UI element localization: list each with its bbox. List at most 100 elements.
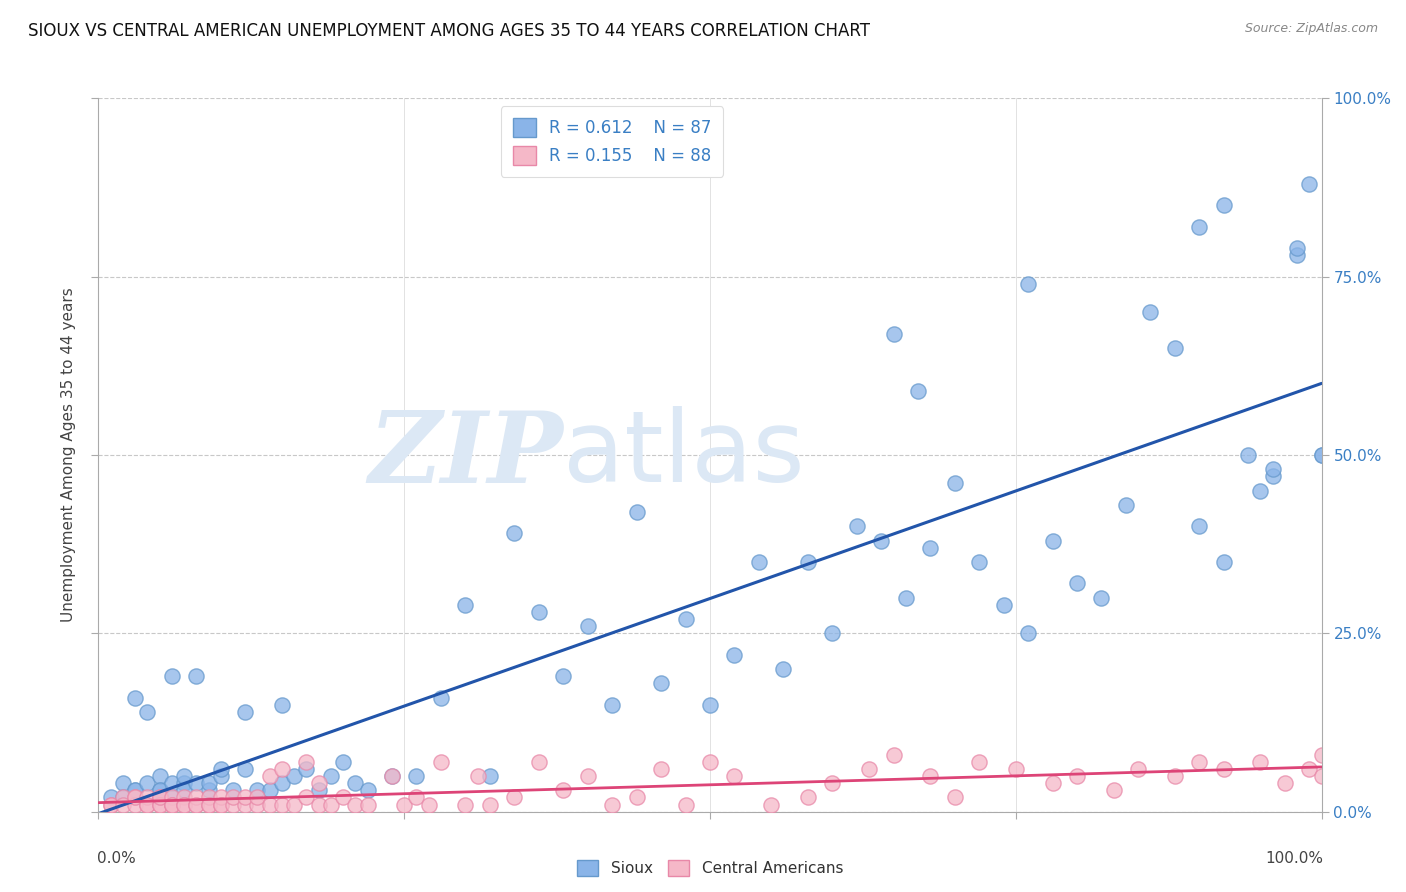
Point [845,519,868,533]
Point [1298,177,1320,191]
Point [920,769,942,783]
Point [1310,448,1333,462]
Point [1139,305,1161,319]
Point [1249,483,1271,498]
Point [858,762,880,776]
Point [821,776,844,790]
Point [1066,769,1088,783]
Text: 0.0%: 0.0% [97,851,136,866]
Point [1237,448,1260,462]
Point [821,626,844,640]
Point [1274,776,1296,790]
Point [283,769,305,783]
Point [136,797,159,812]
Point [124,797,146,812]
Point [173,783,195,797]
Point [344,776,367,790]
Point [222,783,245,797]
Point [1042,533,1064,548]
Point [993,598,1015,612]
Point [1212,198,1234,212]
Point [478,769,501,783]
Point [883,326,905,341]
Point [1249,755,1271,769]
Point [883,747,905,762]
Point [124,790,146,805]
Point [270,698,294,712]
Point [675,612,697,626]
Point [160,797,183,812]
Point [392,797,416,812]
Point [124,783,146,797]
Point [699,755,721,769]
Point [626,505,648,519]
Point [454,797,477,812]
Point [430,690,453,705]
Point [222,797,245,812]
Point [160,776,183,790]
Point [467,769,489,783]
Point [124,690,146,705]
Point [748,555,770,569]
Point [650,676,672,690]
Point [233,797,256,812]
Point [209,797,232,812]
Point [405,790,427,805]
Point [197,783,219,797]
Point [626,790,648,805]
Text: SIOUX VS CENTRAL AMERICAN UNEMPLOYMENT AMONG AGES 35 TO 44 YEARS CORRELATION CHA: SIOUX VS CENTRAL AMERICAN UNEMPLOYMENT A… [28,22,870,40]
Point [1004,762,1026,776]
Point [527,755,550,769]
Point [503,526,526,541]
Point [308,783,330,797]
Point [149,790,172,805]
Point [1212,555,1234,569]
Point [295,762,318,776]
Point [1261,462,1284,476]
Point [454,598,477,612]
Legend: Sioux, Central Americans: Sioux, Central Americans [571,855,849,882]
Point [503,790,526,805]
Point [553,669,575,683]
Point [1164,341,1187,355]
Point [173,797,195,812]
Point [233,790,256,805]
Point [527,605,550,619]
Point [1042,776,1064,790]
Point [149,783,172,797]
Point [772,662,794,676]
Point [418,797,440,812]
Point [943,476,966,491]
Point [1017,277,1039,291]
Point [675,797,697,812]
Point [173,797,195,812]
Point [1310,747,1333,762]
Point [160,797,183,812]
Point [308,797,330,812]
Point [197,797,219,812]
Point [295,790,318,805]
Point [259,769,281,783]
Point [405,769,427,783]
Point [270,762,294,776]
Point [246,790,269,805]
Point [319,797,342,812]
Text: ZIP: ZIP [368,407,564,503]
Point [149,790,172,805]
Point [173,776,195,790]
Point [149,769,172,783]
Point [283,797,305,812]
Point [332,790,354,805]
Point [344,797,367,812]
Point [295,755,318,769]
Point [576,619,599,633]
Point [160,790,183,805]
Point [1286,241,1309,255]
Point [797,790,820,805]
Point [259,797,281,812]
Point [967,555,990,569]
Point [111,776,134,790]
Point [209,790,232,805]
Point [308,776,330,790]
Point [1115,498,1137,512]
